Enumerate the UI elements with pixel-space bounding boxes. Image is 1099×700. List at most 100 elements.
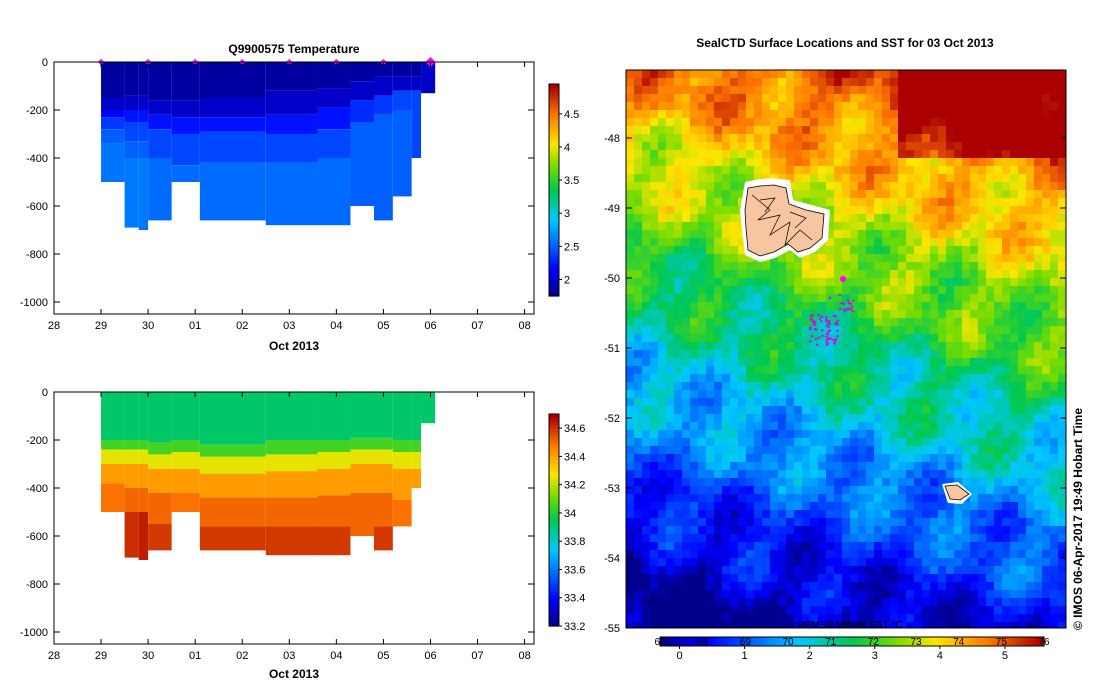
sst-cell	[826, 270, 834, 278]
sst-cell	[698, 254, 706, 262]
sst-cell	[1010, 470, 1018, 478]
sst-cell	[706, 102, 714, 110]
sst-cell	[658, 430, 666, 438]
sst-cell	[1050, 502, 1058, 510]
sst-cell	[1058, 390, 1066, 398]
sst-cell	[858, 526, 866, 534]
sst-cell	[1050, 118, 1058, 126]
sst-cell	[898, 214, 906, 222]
sst-cell	[914, 134, 922, 142]
colorbar-swatch	[549, 424, 559, 429]
sst-cell	[858, 454, 866, 462]
sst-cell	[1034, 542, 1042, 550]
sst-cell	[930, 358, 938, 366]
sst-cell	[626, 342, 634, 350]
sst-cell	[826, 582, 834, 590]
sst-cell	[1034, 174, 1042, 182]
sst-cell	[978, 518, 986, 526]
sst-cell	[994, 590, 1002, 598]
sst-cell	[1050, 534, 1058, 542]
sst-cell	[778, 518, 786, 526]
sst-cell	[666, 286, 674, 294]
sst-cell	[802, 142, 810, 150]
sst-cell	[978, 206, 986, 214]
sst-cell	[1026, 230, 1034, 238]
sst-cell	[866, 590, 874, 598]
sst-cell	[1050, 150, 1058, 158]
sst-cell	[954, 334, 962, 342]
section-cell	[101, 464, 125, 484]
sst-cell	[978, 94, 986, 102]
sst-cell	[634, 254, 642, 262]
sst-cell	[906, 166, 914, 174]
sst-cell	[850, 382, 858, 390]
sst-cell	[1026, 142, 1034, 150]
sst-cell	[826, 126, 834, 134]
sst-cell	[1058, 614, 1066, 622]
sst-cell	[706, 230, 714, 238]
sst-cell	[642, 438, 650, 446]
sst-cell	[1042, 374, 1050, 382]
sst-cell	[698, 590, 706, 598]
sst-cell	[794, 486, 802, 494]
sst-cell	[994, 462, 1002, 470]
section-cell	[124, 449, 139, 464]
sst-cell	[650, 606, 658, 614]
sst-cell	[858, 590, 866, 598]
sst-cell	[866, 334, 874, 342]
sst-cell	[970, 366, 978, 374]
sst-cell	[978, 286, 986, 294]
sst-cell	[770, 358, 778, 366]
sst-cell	[626, 534, 634, 542]
sst-cell	[642, 422, 650, 430]
sst-cell	[890, 486, 898, 494]
colorbar-swatch	[549, 101, 559, 106]
sst-cell	[778, 158, 786, 166]
seal-location-dot	[842, 302, 845, 305]
sst-cell	[922, 462, 930, 470]
sst-cell	[754, 614, 762, 622]
sst-cell	[762, 382, 770, 390]
sst-cell	[930, 422, 938, 430]
sst-cell	[898, 566, 906, 574]
sst-cell	[810, 614, 818, 622]
sst-cell	[858, 566, 866, 574]
sst-cell	[842, 622, 850, 628]
sst-cell	[738, 398, 746, 406]
sst-cell	[794, 102, 802, 110]
sst-cell	[930, 78, 938, 86]
sst-cell	[746, 606, 754, 614]
sst-cell	[842, 486, 850, 494]
sst-cell	[650, 438, 658, 446]
sst-cell	[794, 574, 802, 582]
sst-cell	[842, 126, 850, 134]
colorbar-swatch	[549, 115, 559, 120]
sst-cell	[802, 358, 810, 366]
seal-location-dot	[812, 323, 816, 326]
sst-cell	[682, 390, 690, 398]
sst-cell	[850, 278, 858, 286]
sst-cell	[714, 310, 722, 318]
sst-cell	[914, 174, 922, 182]
sst-cell	[690, 254, 698, 262]
sst-cell	[738, 238, 746, 246]
sst-cell	[706, 446, 714, 454]
sst-cell	[698, 510, 706, 518]
sst-cell	[794, 502, 802, 510]
sst-colorbar-swatch	[756, 637, 762, 646]
sst-cell	[706, 414, 714, 422]
sst-cell	[1058, 406, 1066, 414]
colorbar-swatch	[549, 243, 559, 248]
sst-cell	[1026, 446, 1034, 454]
sst-cell	[970, 558, 978, 566]
sst-cell	[914, 142, 922, 150]
sst-cell	[1058, 582, 1066, 590]
sst-cell	[930, 518, 938, 526]
sst-cell	[874, 238, 882, 246]
sst-cell	[858, 430, 866, 438]
sst-cell	[1042, 126, 1050, 134]
sst-cell	[890, 430, 898, 438]
sst-cell	[858, 238, 866, 246]
sst-cell	[666, 270, 674, 278]
sst-cell	[746, 462, 754, 470]
